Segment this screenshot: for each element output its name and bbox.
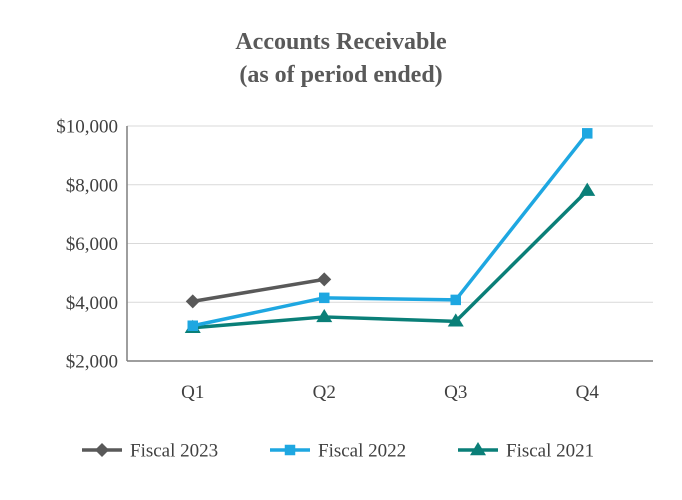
legend-label: Fiscal 2021 xyxy=(506,441,594,462)
data-point-fiscal-2023 xyxy=(185,294,200,309)
legend-item-fiscal-2022: Fiscal 2022 xyxy=(270,441,406,462)
y-tick-label: $2,000 xyxy=(66,352,118,373)
data-point-fiscal-2021 xyxy=(316,308,333,323)
chart-title: Accounts Receivable xyxy=(235,29,447,55)
axes xyxy=(126,126,653,362)
data-point-fiscal-2021 xyxy=(447,313,464,327)
legend-item-fiscal-2023: Fiscal 2023 xyxy=(82,441,218,462)
y-tick-label: $4,000 xyxy=(66,293,118,314)
data-point-fiscal-2022 xyxy=(582,128,593,139)
data-point-fiscal-2023 xyxy=(317,272,332,287)
legend-marker xyxy=(470,442,486,456)
series-fiscal-2023 xyxy=(185,272,332,309)
chart-subtitle: (as of period ended) xyxy=(239,62,442,88)
legend-item-fiscal-2021: Fiscal 2021 xyxy=(458,441,594,462)
data-point-fiscal-2022 xyxy=(187,320,198,331)
series-lines xyxy=(184,128,596,334)
series-fiscal-2021 xyxy=(184,182,596,334)
x-tick-label: Q2 xyxy=(313,382,336,403)
series-line-fiscal-2021 xyxy=(192,189,589,330)
series-line-fiscal-2022 xyxy=(192,132,589,328)
x-axis-ticks: Q1 Q2 Q3 Q4 xyxy=(181,382,599,403)
legend-marker xyxy=(284,444,296,456)
legend-label: Fiscal 2023 xyxy=(130,441,218,462)
series-line-fiscal-2023 xyxy=(192,277,325,304)
x-tick-label: Q1 xyxy=(181,382,204,403)
y-axis-ticks: $2,000 $4,000 $6,000 $8,000 $10,000 xyxy=(56,117,118,373)
y-tick-label: $8,000 xyxy=(66,175,118,196)
legend-marker xyxy=(95,443,109,457)
series-fiscal-2022 xyxy=(187,128,593,331)
data-point-fiscal-2022 xyxy=(319,292,330,304)
x-tick-label: Q4 xyxy=(576,382,600,403)
legend-label: Fiscal 2022 xyxy=(318,441,406,462)
x-tick-label: Q3 xyxy=(444,382,467,403)
data-point-fiscal-2021 xyxy=(579,182,596,196)
legend: Fiscal 2023 Fiscal 2022 Fiscal 2021 xyxy=(82,441,594,462)
gridlines xyxy=(127,125,653,303)
data-point-fiscal-2022 xyxy=(450,294,461,306)
y-tick-label: $6,000 xyxy=(66,234,118,255)
y-tick-label: $10,000 xyxy=(56,117,118,138)
